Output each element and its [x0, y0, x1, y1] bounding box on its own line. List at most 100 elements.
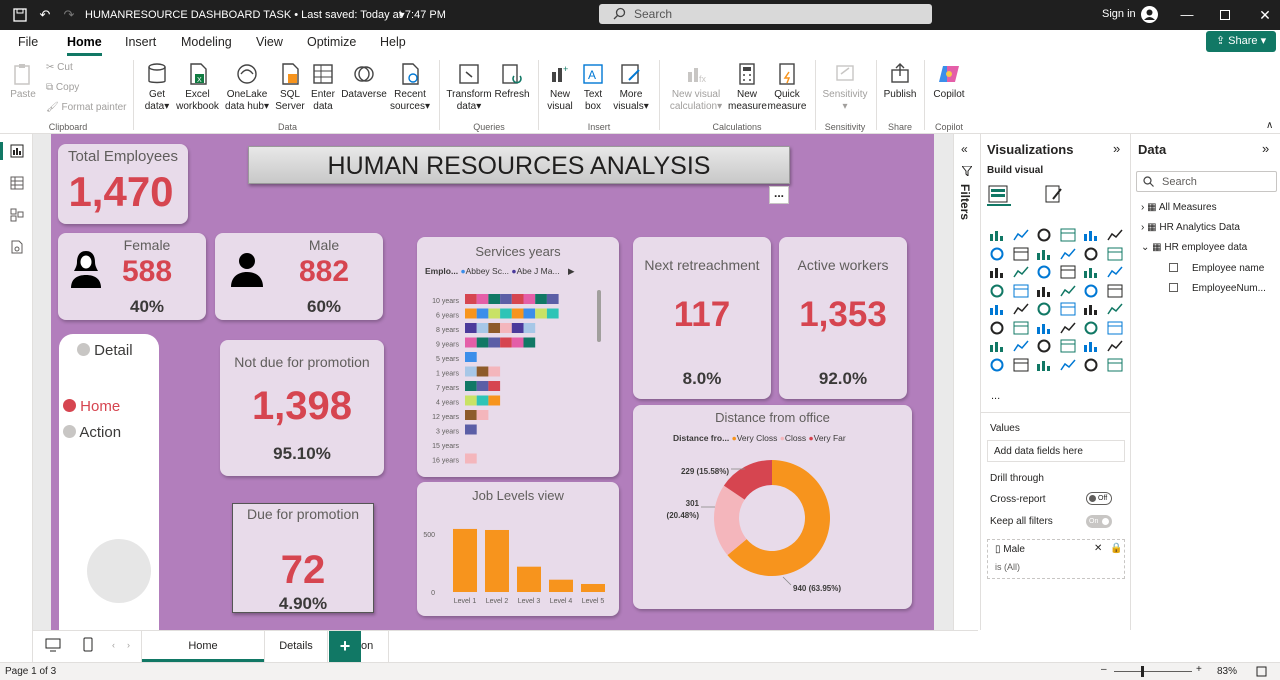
active-workers-card[interactable]: Active workers 1,353 92.0% [779, 237, 907, 399]
table-all-measures[interactable]: › ▦ All Measures [1141, 202, 1217, 213]
bar-segment[interactable] [523, 294, 536, 304]
bar-segment[interactable] [476, 410, 489, 420]
bar-segment[interactable] [488, 294, 501, 304]
visual-type-icon[interactable] [1012, 339, 1029, 353]
undo-icon[interactable]: ↶ [39, 7, 51, 22]
bar-segment[interactable] [465, 424, 477, 435]
enter-data-button[interactable]: Enter data [309, 62, 337, 113]
bar-segment[interactable] [465, 352, 477, 362]
more-options-button[interactable]: ... [769, 186, 789, 204]
job-levels-chart[interactable]: Job Levels view 0 500 Level 1 Level 2 Level … [417, 482, 619, 616]
more-visuals-button[interactable]: More visuals▾ [611, 62, 651, 113]
onelake-button[interactable]: OneLake data hub▾ [223, 62, 271, 113]
menu-modeling[interactable]: Modeling [181, 35, 232, 49]
visual-type-icon[interactable] [1083, 284, 1099, 298]
bar-segment[interactable] [500, 308, 512, 319]
next-page-icon[interactable]: › [127, 640, 130, 650]
lock-icon[interactable]: 🔒 [1110, 543, 1123, 554]
visual-type-icon[interactable] [1036, 321, 1052, 335]
copy-button[interactable]: ⧉ Copy [46, 82, 79, 94]
recent-sources-button[interactable]: Recent sources▾ [389, 62, 431, 113]
bar[interactable] [485, 529, 509, 592]
cut-button[interactable]: ✂ Cut [46, 62, 73, 74]
checkbox[interactable] [1169, 283, 1178, 292]
chart-scrollbar[interactable] [597, 290, 601, 342]
model-view-icon[interactable] [10, 208, 24, 222]
bar-segment[interactable] [488, 381, 501, 391]
visual-type-icon[interactable] [1012, 302, 1029, 316]
visual-type-icon[interactable] [1036, 358, 1052, 372]
bar-segment[interactable] [511, 323, 524, 333]
bar-segment[interactable] [476, 395, 489, 406]
bar-segment[interactable] [488, 308, 501, 319]
female-card[interactable]: Female 588 40% [58, 233, 206, 320]
visual-type-icon[interactable] [1106, 228, 1123, 242]
visual-type-icon[interactable] [1012, 228, 1029, 242]
visual-type-icon[interactable] [1036, 339, 1052, 353]
visual-type-icon[interactable] [1083, 302, 1099, 316]
bar-segment[interactable] [511, 294, 524, 304]
text-box-button[interactable]: A Text box [578, 62, 608, 113]
format-visual-tab[interactable] [1043, 184, 1065, 207]
visual-type-icon[interactable] [1107, 358, 1123, 372]
donut-slice[interactable] [727, 460, 830, 576]
bar-segment[interactable] [488, 366, 501, 377]
visual-type-icon[interactable] [1083, 247, 1099, 261]
visual-type-icon[interactable] [1059, 247, 1076, 261]
sensitivity-button[interactable]: Sensitivity ▾ [820, 62, 870, 113]
values-field-well[interactable]: Add data fields here [987, 440, 1125, 462]
nav-action-button[interactable]: Action [63, 424, 121, 441]
bar-segment[interactable] [488, 323, 501, 333]
total-employees-card[interactable]: Total Employees 1,470 [58, 144, 188, 224]
visual-type-icon[interactable] [989, 302, 1005, 316]
bar-segment[interactable] [500, 323, 512, 333]
table-hr-employee[interactable]: ⌄ ▦ HR employee data [1141, 242, 1247, 253]
menu-view[interactable]: View [256, 35, 283, 49]
bar[interactable] [581, 583, 605, 592]
drill-filter-card[interactable]: ▯ Male ✕ 🔒 is (All) [987, 539, 1125, 579]
menu-optimize[interactable]: Optimize [307, 35, 357, 49]
bar-segment[interactable] [488, 337, 501, 348]
tab-home[interactable]: Home [141, 631, 265, 662]
remove-filter-icon[interactable]: ✕ [1094, 543, 1103, 554]
more-visuals-ellipsis[interactable]: ... [991, 390, 1001, 402]
bar-segment[interactable] [476, 294, 489, 304]
bar-segment[interactable] [465, 453, 477, 464]
visual-type-icon[interactable] [1107, 321, 1123, 335]
dax-query-icon[interactable] [10, 240, 24, 254]
data-search-input[interactable]: Search [1136, 171, 1277, 192]
new-visual-button[interactable]: + New visual [544, 62, 576, 113]
bar-segment[interactable] [465, 308, 477, 319]
bar[interactable] [517, 566, 541, 592]
bar-segment[interactable] [523, 323, 536, 333]
bar-segment[interactable] [535, 308, 547, 319]
new-measure-button[interactable]: New measure [728, 62, 767, 113]
due-promotion-card[interactable]: Due for promotion 72 4.90% [232, 503, 374, 613]
prev-page-icon[interactable]: ‹ [112, 640, 115, 650]
dataverse-button[interactable]: Dataverse [341, 62, 387, 101]
mobile-layout-icon[interactable] [83, 637, 93, 652]
distance-from-office-chart[interactable]: Distance from office Distance fro... ●Ve… [633, 405, 912, 609]
bar-segment[interactable] [511, 337, 524, 348]
bar-segment[interactable] [465, 323, 477, 333]
bar-segment[interactable] [535, 294, 547, 304]
next-retreachment-card[interactable]: Next retreachment 117 8.0% [633, 237, 771, 399]
visual-type-icon[interactable] [1107, 247, 1123, 261]
excel-workbook-button[interactable]: X Excel workbook [175, 62, 220, 113]
visual-type-icon[interactable] [989, 321, 1005, 335]
build-visual-tab[interactable] [987, 184, 1011, 206]
visual-type-icon[interactable] [1060, 339, 1076, 353]
visual-type-icon[interactable] [1036, 302, 1052, 316]
bar-segment[interactable] [465, 366, 477, 377]
avatar-icon[interactable] [1141, 6, 1158, 23]
expand-pane-icon[interactable]: « [961, 142, 968, 156]
bar-segment[interactable] [546, 294, 559, 304]
zoom-slider-thumb[interactable] [1141, 666, 1144, 677]
services-years-chart[interactable]: Services years Emplo... ●Abbey Sc... ●Ab… [417, 237, 619, 477]
bar-segment[interactable] [511, 308, 524, 319]
visual-type-icon[interactable] [1060, 265, 1076, 279]
bar-segment[interactable] [523, 308, 536, 319]
quick-measure-button[interactable]: Quick measure [767, 62, 807, 113]
male-card[interactable]: Male 882 60% [215, 233, 383, 320]
visual-type-icon[interactable] [1083, 228, 1099, 242]
